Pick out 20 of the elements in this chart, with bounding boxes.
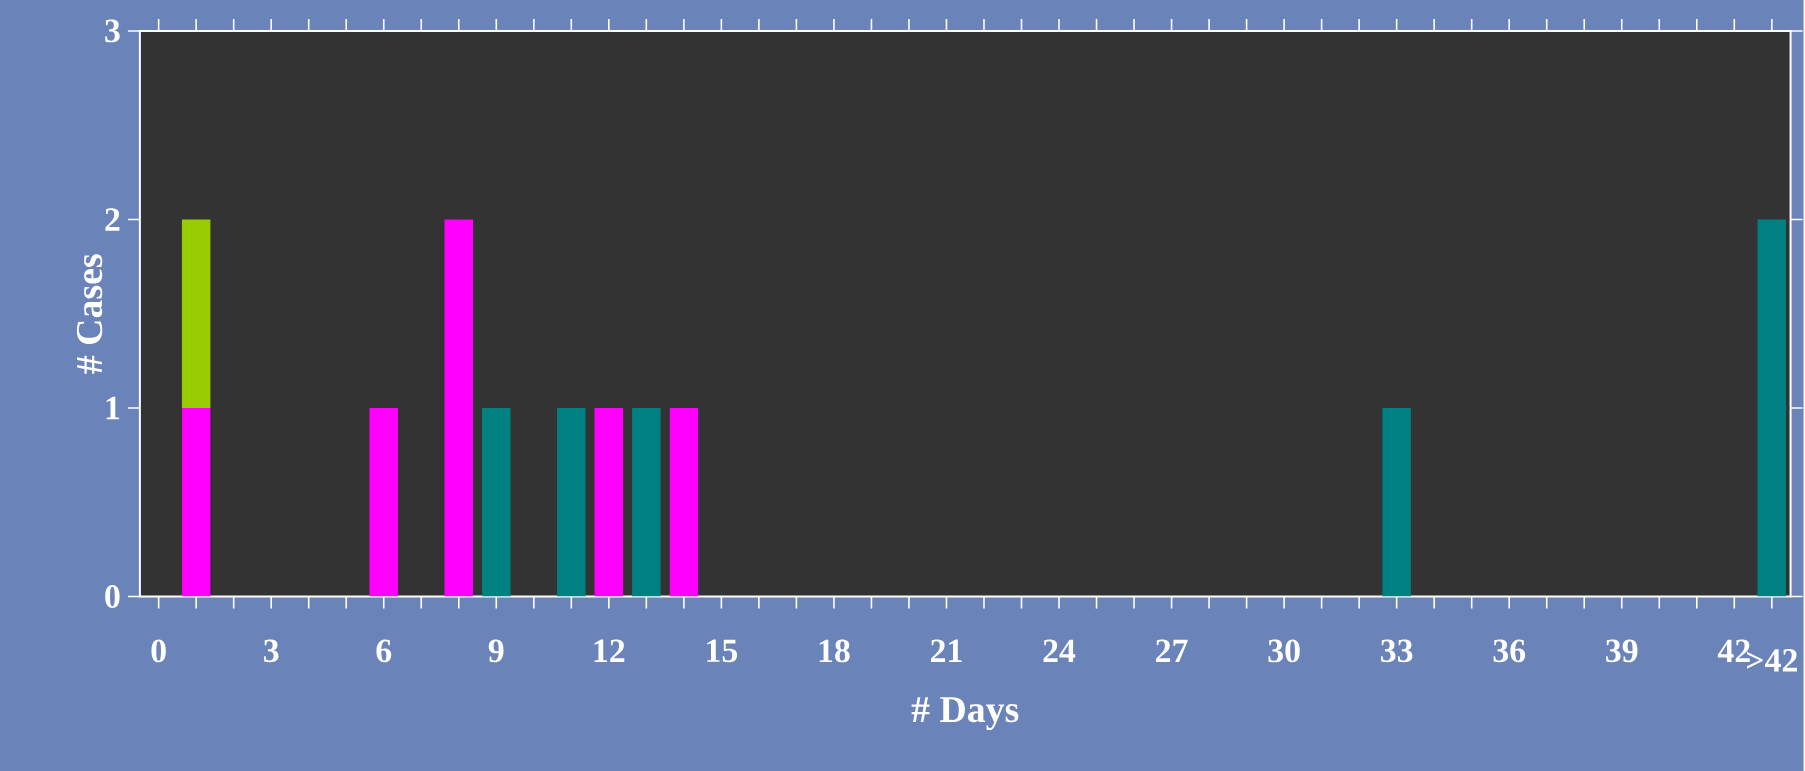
x-tick-label: 33 [1381,639,1413,663]
y-tick-label: 1 [106,396,120,419]
x-tick-label: 15 [707,639,738,663]
x-axis-title: # Days [911,696,1019,730]
y-axis-title: # Cases [76,254,103,374]
x-tick-label: 12 [594,639,625,662]
y-tick-label: 0 [105,584,120,608]
x-tick-label: 6 [376,639,392,663]
x-tick-label: 24 [1043,639,1076,662]
x-tick-label: 39 [1606,639,1638,663]
x-tick-label: 0 [151,639,166,663]
x-tick-label: 18 [819,639,850,663]
y-tick-label: 2 [105,208,120,231]
x-tick-label: 30 [1268,639,1300,663]
y-tick-label: 3 [105,19,120,43]
x-tick-label: 27 [1156,639,1188,662]
x-tick-label: 36 [1493,639,1526,663]
x-tick-label: 9 [488,639,504,663]
x-tick-label: 3 [264,639,279,663]
x-tick-label: 21 [930,639,962,662]
